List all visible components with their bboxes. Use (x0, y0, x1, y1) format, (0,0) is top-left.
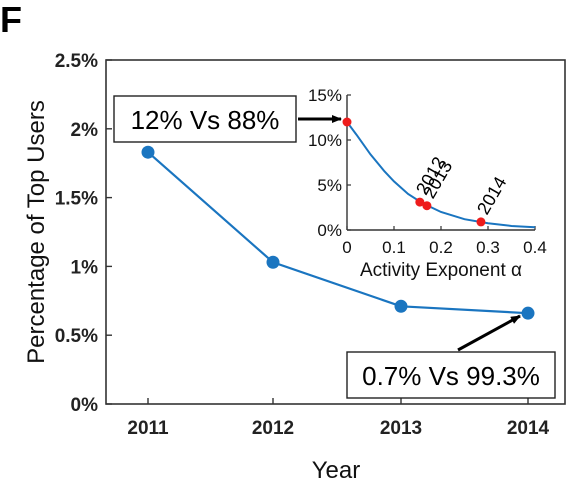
callout-bottom-box (346, 351, 556, 399)
inset-data-point (422, 201, 432, 211)
inset-x-tick-label: 0.2 (429, 238, 453, 257)
main-series (141, 145, 535, 320)
main-y-tick-label: 0.5% (55, 326, 98, 347)
inset-y-tick-label: 15% (308, 86, 342, 105)
main-y-tick-label: 2% (71, 120, 99, 141)
callout-top-box (113, 95, 297, 143)
callout-bottom-text: 0.7% Vs 99.3% (362, 361, 540, 391)
inset-x-tick-label: 0 (342, 238, 351, 257)
inset-data-point (342, 117, 352, 127)
inset-x-tick-label: 0.4 (523, 238, 547, 257)
main-x-axis-title: Year (312, 457, 361, 484)
main-y-tick-label: 1.5% (55, 189, 98, 210)
inset-x-tick-label: 0.3 (476, 238, 500, 257)
main-y-tick-label: 2.5% (55, 51, 98, 72)
callout-bottom-arrow (457, 314, 521, 352)
inset-x-axis-title: Activity Exponent α (360, 260, 522, 281)
main-x-ticks: 2011 2012 2013 2014 (127, 398, 550, 439)
callout-top-text: 12% Vs 88% (131, 105, 280, 135)
main-data-point (141, 145, 155, 159)
inset-y-tick-label: 5% (317, 176, 342, 195)
main-y-tick-label: 0% (71, 395, 99, 416)
main-data-point (394, 299, 408, 313)
inset-x-tick-label: 0.1 (382, 238, 406, 257)
panel-label: F (0, 0, 22, 40)
inset-y-ticks: 0% 5% 10% 15% (308, 86, 351, 240)
main-x-tick-label: 2011 (127, 418, 169, 439)
main-y-ticks: 0% 0.5% 1% 1.5% 2% 2.5% (55, 51, 112, 416)
inset-y-tick-label: 0% (317, 221, 342, 240)
main-axes (105, 59, 566, 405)
callout-bottom: 0.7% Vs 99.3% (346, 351, 556, 399)
callout-top: 12% Vs 88% (113, 95, 297, 143)
inset-data-point (415, 197, 425, 207)
main-data-point (521, 306, 535, 320)
inset-data-point (476, 217, 486, 227)
main-series-line (147, 151, 529, 315)
main-data-point (266, 255, 280, 269)
main-y-axis-title: Percentage of Top Users (23, 100, 50, 364)
main-y-tick-label: 1% (71, 257, 99, 278)
inset-y-tick-label: 10% (308, 131, 342, 150)
main-x-tick-label: 2014 (507, 418, 550, 439)
main-x-tick-label: 2013 (380, 418, 422, 439)
inset-x-ticks: 0 0.1 0.2 0.3 0.4 (342, 226, 547, 257)
inset-curve (346, 121, 536, 229)
main-x-tick-label: 2012 (252, 418, 294, 439)
main-plot-frame (105, 59, 566, 405)
